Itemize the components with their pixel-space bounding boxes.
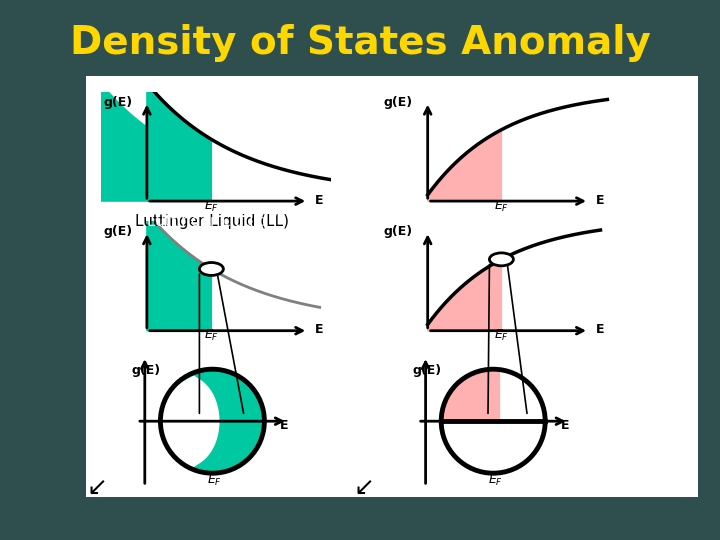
Text: g(E): g(E) xyxy=(103,96,132,109)
Text: Density of States Anomaly: Density of States Anomaly xyxy=(70,24,650,62)
Text: E: E xyxy=(315,323,323,336)
Text: E: E xyxy=(280,419,289,432)
Polygon shape xyxy=(428,130,501,201)
Polygon shape xyxy=(147,83,212,201)
Text: Fermi Liquid (FL): Fermi Liquid (FL) xyxy=(463,251,591,266)
Text: $E_F$: $E_F$ xyxy=(204,328,219,343)
Text: g(E): g(E) xyxy=(384,225,413,238)
Polygon shape xyxy=(176,369,264,473)
Polygon shape xyxy=(101,83,166,201)
Text: Luttinger Liquid (LL): Luttinger Liquid (LL) xyxy=(135,214,289,229)
Text: $E_F$: $E_F$ xyxy=(488,472,503,488)
Text: E: E xyxy=(596,193,604,207)
Text: $E_F$: $E_F$ xyxy=(204,199,219,214)
Text: Luttinger Liquid (LL): Luttinger Liquid (LL) xyxy=(112,251,274,266)
Text: Luttinger Liquid (LL): Luttinger Liquid (LL) xyxy=(132,251,286,266)
Text: ↙: ↙ xyxy=(86,477,108,501)
Text: g(E): g(E) xyxy=(103,225,132,238)
Polygon shape xyxy=(428,259,501,330)
Polygon shape xyxy=(441,369,500,421)
Text: $E_F$: $E_F$ xyxy=(494,328,509,343)
Text: g(E): g(E) xyxy=(132,364,161,377)
Text: Fermi Liquid (FL): Fermi Liquid (FL) xyxy=(429,251,564,266)
Text: g(E): g(E) xyxy=(413,364,442,377)
Circle shape xyxy=(490,253,513,266)
Polygon shape xyxy=(147,213,212,330)
Text: E: E xyxy=(315,193,323,207)
Text: E: E xyxy=(596,323,604,336)
Circle shape xyxy=(199,262,223,275)
Text: ↙: ↙ xyxy=(353,477,374,501)
Text: E: E xyxy=(561,419,570,432)
Text: $E_F$: $E_F$ xyxy=(494,199,509,214)
Text: g(E): g(E) xyxy=(384,96,413,109)
Text: Luttinger Liquid (: Luttinger Liquid ( xyxy=(147,214,278,229)
Text: $E_F$: $E_F$ xyxy=(207,472,222,488)
